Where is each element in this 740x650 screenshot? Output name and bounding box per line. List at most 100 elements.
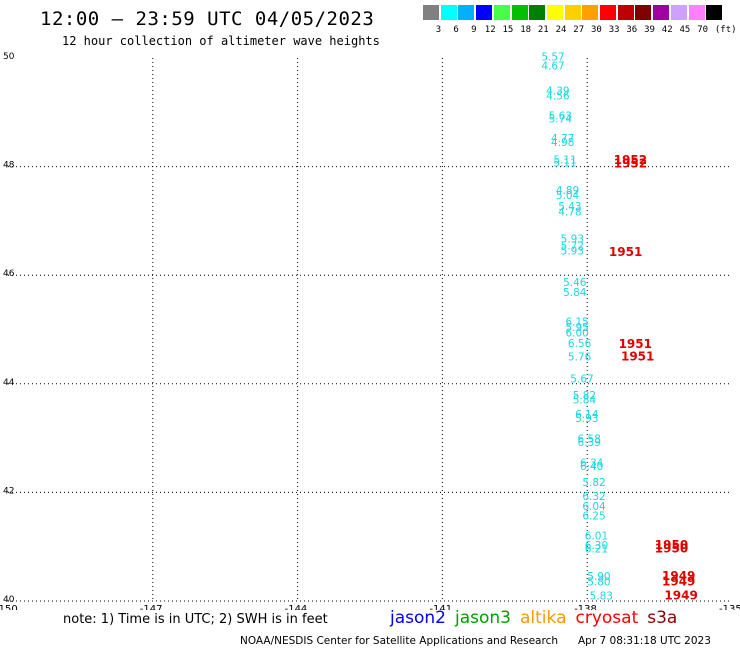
wave-height-label: 5.76 <box>568 351 592 363</box>
wave-height-label: 6.21 <box>585 544 608 556</box>
cryosat-measurement-label: 1950 <box>655 542 688 556</box>
wave-height-label: 4.56 <box>546 90 570 102</box>
wave-height-label: 6.25 <box>582 511 605 523</box>
scale-label: 33 <box>608 25 620 35</box>
wave-height-label: 4.77 <box>551 133 574 145</box>
scale-swatch <box>439 5 457 20</box>
page-title: 12:00 — 23:59 UTC 04/05/2023 <box>40 8 375 30</box>
wave-height-label: 5.43 <box>558 201 581 213</box>
latitude-tick-label: 44 <box>3 378 15 388</box>
wave-height-label: 6.04 <box>582 501 606 513</box>
scale-label: 45 <box>679 25 691 35</box>
scale-swatch <box>599 5 616 20</box>
wave-height-label: 6.32 <box>582 491 605 503</box>
wave-height-label: 6.14 <box>575 409 599 421</box>
wave-height-label: 5.93 <box>561 234 584 246</box>
scale-swatch <box>492 5 510 20</box>
wave-height-label: 4.39 <box>546 85 569 97</box>
latitude-tick-label: 40 <box>3 595 15 605</box>
cryosat-measurement-label: 1949 <box>662 569 695 583</box>
wave-height-label: 6.30 <box>585 540 608 552</box>
wave-height-label: 6.40 <box>580 461 603 473</box>
scale-swatch <box>563 5 581 20</box>
scale-swatch <box>457 5 475 20</box>
cryosat-measurement-label: 1951 <box>619 337 652 351</box>
wave-height-label: 4.98 <box>551 137 574 149</box>
cryosat-measurement-label: 1952 <box>614 153 647 167</box>
cryosat-measurement-label: 1949 <box>662 574 695 588</box>
scale-label: 12 <box>484 25 496 35</box>
scale-swatch <box>581 5 599 20</box>
latitude-tick-label: 48 <box>3 161 15 171</box>
wave-height-label: 5.84 <box>573 394 597 406</box>
wave-height-label: 5.82 <box>573 390 596 402</box>
wave-height-label: 5.90 <box>587 571 610 583</box>
scale-label: 70 <box>697 25 709 35</box>
wave-height-label: 5.74 <box>549 114 573 126</box>
legend-altika: altika <box>520 608 567 628</box>
legend-jason2: jason2 <box>390 608 446 628</box>
scale-label: 30 <box>591 25 602 35</box>
wave-height-label: 5.95 <box>565 322 588 334</box>
wave-height-label: 5.72 <box>561 241 584 253</box>
scale-label: 21 <box>537 25 549 35</box>
scale-label: 9 <box>471 25 477 35</box>
scale-swatch <box>687 5 705 20</box>
wave-height-label: 5.93 <box>575 413 598 425</box>
latitude-tick-label: 46 <box>3 269 15 279</box>
scale-swatch <box>705 5 723 20</box>
legend-s3a: s3a <box>647 608 678 628</box>
wave-height-label: 5.82 <box>582 477 605 489</box>
wave-height-label: 6.34 <box>580 457 604 469</box>
cryosat-measurement-label: 1951 <box>609 245 642 259</box>
scale-swatch <box>545 5 563 20</box>
wave-height-label: 5.63 <box>549 110 572 122</box>
latitude-tick-label: 50 <box>3 52 15 62</box>
wave-height-label: 5.57 <box>541 52 564 64</box>
longitude-tick-label: -144 <box>285 604 308 610</box>
scale-label: (ft) <box>714 25 737 35</box>
wave-height-label: 5.11 <box>553 154 576 166</box>
latitude-ticks: 50 48 46 44 42 40 <box>3 52 15 605</box>
scale-label: 39 <box>644 25 655 35</box>
longitude-tick-label: -135 <box>719 604 740 610</box>
scale-label: 36 <box>626 25 638 35</box>
wave-height-label: 4.89 <box>556 185 579 197</box>
scale-label: 3 <box>435 25 442 35</box>
latitude-tick-label: 42 <box>3 486 14 496</box>
scale-label: 18 <box>520 25 532 35</box>
page-subtitle: 12 hour collection of altimeter wave hei… <box>62 34 380 48</box>
cryosat-measurement-label: 1951 <box>621 349 654 363</box>
wave-height-label: 5.93 <box>561 246 584 258</box>
legend-cryosat: cryosat <box>575 608 639 628</box>
scale-swatch <box>528 5 546 20</box>
scale-label: 42 <box>661 25 673 35</box>
longitude-tick-label: -150 <box>0 604 18 610</box>
scale-label: 15 <box>502 25 514 35</box>
wave-height-label: 5.84 <box>563 287 587 299</box>
footnote: note: 1) Time is in UTC; 2) SWH is in fe… <box>63 612 328 627</box>
credit-line: NOAA/NESDIS Center for Satellite Applica… <box>240 635 558 647</box>
wave-height-label: 5.67 <box>570 374 593 386</box>
scale-swatch <box>634 5 652 20</box>
scale-label: 24 <box>555 25 567 35</box>
wave-height-map[interactable]: 50 48 46 44 42 40 -150 -147 -144 -141 -138 -135 5.… <box>0 0 740 610</box>
longitude-tick-label: -138 <box>574 604 597 610</box>
scale-swatch <box>616 5 634 20</box>
satellite-legend: jason2 jason3 altika cryosat s3a <box>390 608 686 628</box>
wave-height-label: 5.80 <box>587 576 610 588</box>
longitude-tick-label: -141 <box>429 604 452 610</box>
wave-height-label: 4.78 <box>558 206 581 218</box>
longitude-tick-label: -147 <box>140 604 163 610</box>
wave-height-label: 5.46 <box>563 277 587 289</box>
wave-height-label: 6.15 <box>565 317 588 329</box>
cryosat-measurement-label: 1950 <box>655 538 688 552</box>
longitude-ticks: -150 -147 -144 -141 -138 -135 <box>0 604 740 610</box>
scale-swatch <box>510 5 528 20</box>
scale-swatch <box>652 5 670 20</box>
wave-height-label: 6.01 <box>585 531 608 543</box>
wave-height-label: 6.58 <box>578 433 601 445</box>
wave-height-label: 6.00 <box>565 328 588 340</box>
map-grid <box>8 58 732 602</box>
legend-jason3: jason3 <box>455 608 511 628</box>
